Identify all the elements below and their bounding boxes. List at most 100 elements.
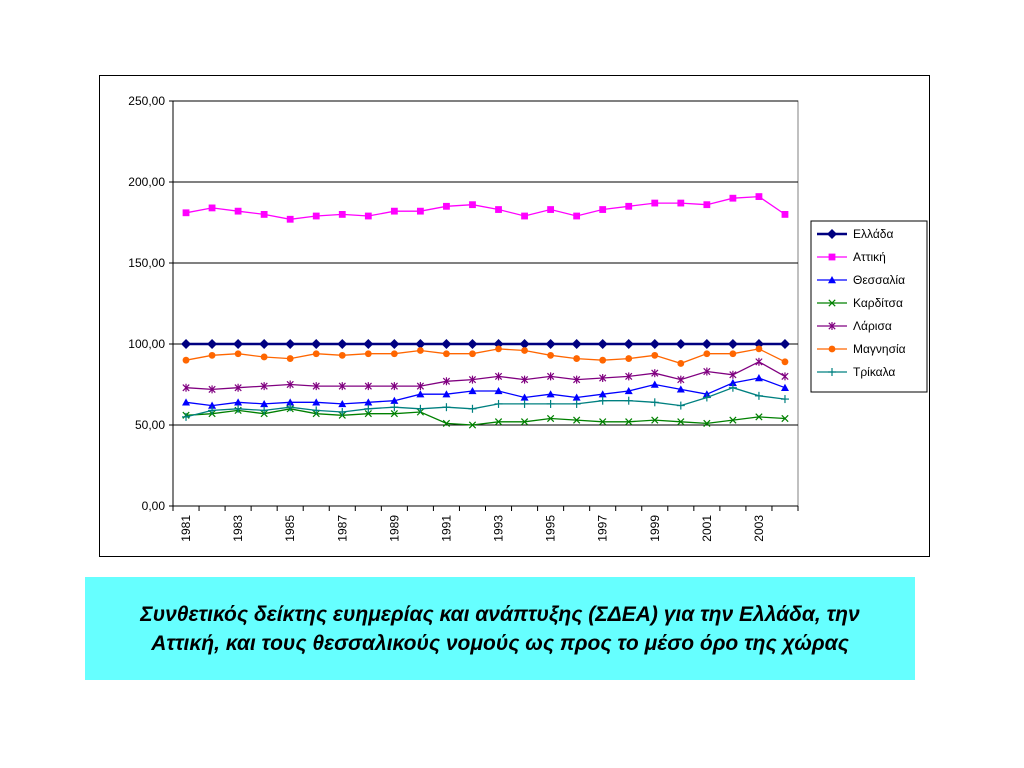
- data-point: [571, 339, 582, 349]
- data-point: [753, 339, 764, 349]
- data-point: [755, 357, 763, 366]
- data-point: [755, 345, 763, 353]
- series-5: [182, 345, 789, 367]
- data-point: [729, 194, 737, 202]
- data-point: [546, 414, 555, 423]
- data-point: [208, 406, 217, 415]
- data-point: [729, 370, 737, 379]
- data-point: [598, 396, 607, 405]
- data-point: [780, 395, 789, 404]
- data-point: [520, 375, 529, 384]
- data-point: [338, 211, 346, 218]
- y-tick-label: 150,00: [128, 256, 165, 270]
- data-point: [754, 391, 763, 400]
- data-point: [469, 350, 476, 358]
- caption-text: Συνθετικός δείκτης ευημερίας και ανάπτυξ…: [140, 602, 860, 655]
- data-point: [781, 372, 789, 381]
- data-point: [572, 393, 581, 401]
- data-point: [625, 202, 633, 210]
- legend-label: Θεσσαλία: [853, 273, 905, 287]
- data-point: [363, 339, 374, 349]
- legend-label: Ελλάδα: [853, 227, 893, 241]
- data-point: [390, 382, 398, 391]
- data-point: [494, 372, 503, 381]
- data-point: [259, 339, 270, 349]
- data-point: [828, 322, 836, 330]
- data-point: [521, 212, 528, 220]
- data-point: [416, 347, 424, 354]
- x-tick-label: 1991: [439, 515, 453, 542]
- data-point: [338, 382, 346, 391]
- data-point: [703, 419, 711, 428]
- data-point: [182, 398, 191, 406]
- data-point: [755, 413, 763, 421]
- data-point: [546, 390, 555, 398]
- data-point: [573, 416, 581, 424]
- data-point: [416, 382, 425, 391]
- data-point: [208, 401, 217, 409]
- data-point: [182, 383, 190, 392]
- series-0: [181, 339, 790, 349]
- data-point: [234, 350, 242, 358]
- data-point: [469, 201, 476, 209]
- data-point: [337, 339, 348, 349]
- data-point: [573, 375, 581, 384]
- data-point: [675, 339, 686, 349]
- data-point: [442, 390, 451, 398]
- data-point: [729, 416, 737, 424]
- data-point: [234, 398, 243, 406]
- data-point: [442, 403, 451, 412]
- x-tick-label: 1985: [283, 515, 297, 542]
- data-point: [208, 204, 216, 212]
- data-point: [519, 339, 530, 349]
- data-point: [728, 383, 737, 392]
- legend-entry: Θεσσαλία: [817, 273, 905, 287]
- data-point: [286, 215, 294, 223]
- data-point: [547, 351, 555, 359]
- data-point: [650, 380, 659, 388]
- series-line: [185, 387, 786, 418]
- data-point: [728, 378, 737, 387]
- data-point: [625, 355, 633, 362]
- chart-frame: 0,00 50,00 100,00 150,00 200,00 250,00 1981 198…: [99, 75, 930, 557]
- data-point: [416, 404, 425, 413]
- data-point: [312, 350, 320, 358]
- data-point: [285, 339, 296, 349]
- data-point: [545, 339, 556, 349]
- data-point: [755, 193, 763, 200]
- data-point: [234, 207, 242, 215]
- data-point: [390, 207, 398, 215]
- series-1: [182, 193, 789, 223]
- data-point: [494, 399, 503, 408]
- data-point: [182, 209, 190, 217]
- data-point: [364, 404, 373, 413]
- data-point: [286, 355, 294, 362]
- legend-entry: Μαγνησία: [817, 342, 906, 356]
- data-point: [649, 339, 660, 349]
- data-point: [521, 347, 528, 354]
- data-point: [781, 414, 789, 423]
- data-point: [520, 418, 529, 426]
- series-line: [185, 348, 786, 365]
- data-point: [338, 399, 347, 408]
- y-tick-label: 200,00: [128, 175, 165, 189]
- data-point: [286, 403, 295, 412]
- data-point: [677, 418, 685, 426]
- data-point: [495, 345, 502, 353]
- series-6: [182, 383, 789, 421]
- data-point: [572, 399, 581, 408]
- data-point: [599, 356, 607, 364]
- data-point: [390, 403, 399, 412]
- data-point: [312, 382, 320, 391]
- x-tick-label: 1995: [544, 515, 558, 542]
- data-point: [828, 276, 836, 284]
- data-point: [286, 398, 295, 406]
- data-point: [781, 211, 789, 218]
- data-point: [623, 339, 634, 349]
- y-tick-label: 100,00: [128, 337, 165, 351]
- data-point: [624, 386, 633, 395]
- data-point: [260, 399, 269, 408]
- data-point: [468, 421, 477, 429]
- series-line: [185, 408, 786, 426]
- data-point: [312, 398, 321, 406]
